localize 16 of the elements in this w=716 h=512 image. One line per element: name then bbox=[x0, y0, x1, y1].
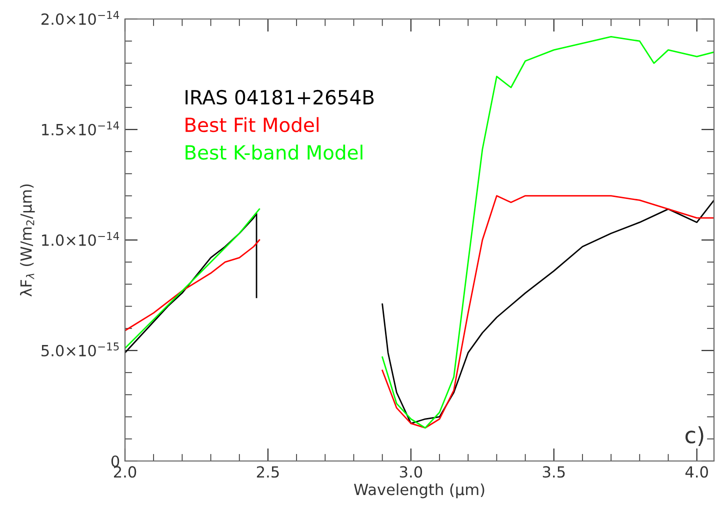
y-tick-label: 1.5×10$^{−14}$ bbox=[42, 122, 120, 136]
x-tick-label: 4.0 bbox=[685, 466, 708, 478]
text: Best Fit Model bbox=[186, 117, 319, 132]
x-tick-label: 3.0 bbox=[400, 466, 422, 478]
text: Best K-band Model bbox=[186, 144, 362, 160]
x-axis-title: Wavelength (μm) bbox=[354, 483, 484, 498]
y-axis-title: λF$_{λ}$ (W/m$_{2}$/μm) bbox=[20, 184, 35, 296]
y-tick-label: 5.0×10$^{−15}$ bbox=[42, 342, 119, 356]
x-tick-label: 2.0 bbox=[114, 466, 136, 478]
y-tick-label: 1.0×10$^{−14}$ bbox=[42, 232, 120, 246]
y-tick-label: 2.0×10$^{−14}$ bbox=[42, 11, 120, 25]
text: IRAS 04181+2654B bbox=[186, 90, 374, 105]
annotation: c) bbox=[686, 426, 704, 446]
y-tick-label: 0 bbox=[111, 455, 120, 468]
x-tick-label: 2.5 bbox=[256, 466, 279, 478]
x-tick-label: 3.5 bbox=[542, 466, 565, 478]
